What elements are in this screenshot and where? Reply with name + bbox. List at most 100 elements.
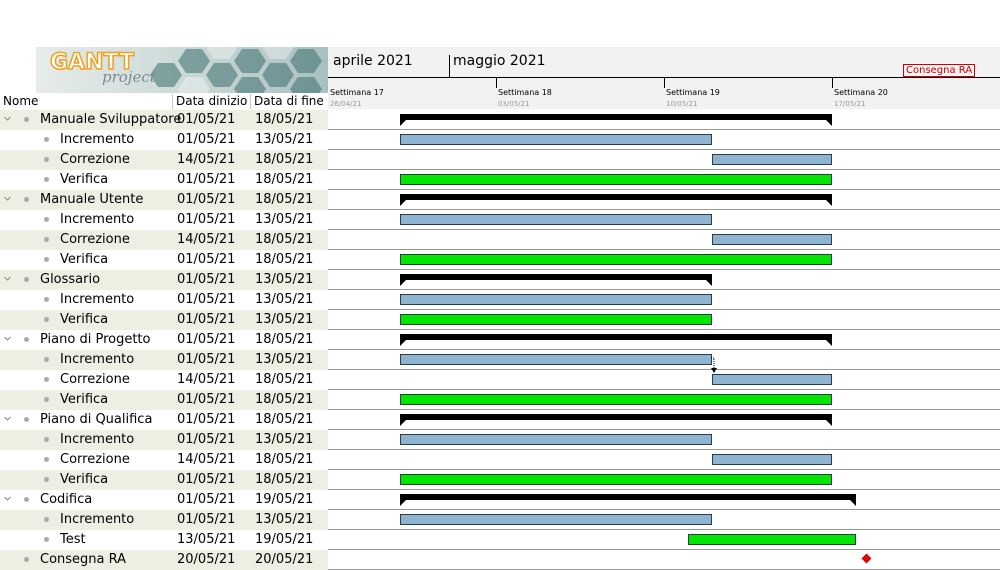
task-bar[interactable] [712, 234, 832, 245]
task-row[interactable]: Incremento 01/05/21 13/05/21 [0, 290, 328, 310]
task-name[interactable]: Incremento [60, 212, 135, 227]
task-row[interactable]: Correzione 14/05/21 18/05/21 [0, 150, 328, 170]
column-header-start[interactable]: Data dinizio [176, 94, 248, 108]
task-row[interactable]: Manuale Sviluppatore 01/05/21 18/05/21 [0, 110, 328, 130]
summary-bar[interactable] [400, 194, 832, 206]
task-start-date[interactable]: 01/05/21 [177, 172, 236, 187]
task-row[interactable]: Correzione 14/05/21 18/05/21 [0, 230, 328, 250]
task-end-date[interactable]: 19/05/21 [255, 492, 314, 507]
chevron-down-icon[interactable] [4, 195, 11, 202]
task-bar[interactable] [400, 434, 712, 445]
task-name[interactable]: Incremento [60, 432, 135, 447]
task-name[interactable]: Piano di Progetto [40, 332, 151, 347]
task-row[interactable]: Correzione 14/05/21 18/05/21 [0, 450, 328, 470]
summary-bar[interactable] [400, 274, 712, 286]
task-end-date[interactable]: 13/05/21 [255, 292, 314, 307]
task-name[interactable]: Incremento [60, 352, 135, 367]
task-name[interactable]: Codifica [40, 492, 93, 507]
task-row[interactable]: Piano di Progetto 01/05/21 18/05/21 [0, 330, 328, 350]
task-start-date[interactable]: 01/05/21 [177, 412, 236, 427]
task-start-date[interactable]: 14/05/21 [177, 232, 236, 247]
task-name[interactable]: Verifica [60, 252, 109, 267]
task-start-date[interactable]: 01/05/21 [177, 192, 236, 207]
task-bar[interactable] [712, 154, 832, 165]
chevron-down-icon[interactable] [4, 115, 11, 122]
task-row[interactable]: Verifica 01/05/21 18/05/21 [0, 390, 328, 410]
task-name[interactable]: Correzione [60, 232, 130, 247]
summary-bar[interactable] [400, 334, 832, 346]
task-start-date[interactable]: 01/05/21 [177, 352, 236, 367]
task-end-date[interactable]: 18/05/21 [255, 152, 314, 167]
task-start-date[interactable]: 01/05/21 [177, 432, 236, 447]
task-start-date[interactable]: 01/05/21 [177, 212, 236, 227]
task-end-date[interactable]: 13/05/21 [255, 212, 314, 227]
milestone-flag-label[interactable]: Consegna RA [903, 64, 976, 77]
task-row[interactable]: Incremento 01/05/21 13/05/21 [0, 510, 328, 530]
task-start-date[interactable]: 01/05/21 [177, 472, 236, 487]
task-name[interactable]: Correzione [60, 452, 130, 467]
task-end-date[interactable]: 18/05/21 [255, 452, 314, 467]
task-start-date[interactable]: 01/05/21 [177, 332, 236, 347]
task-name[interactable]: Manuale Utente [40, 192, 144, 207]
chevron-down-icon[interactable] [4, 275, 11, 282]
summary-bar[interactable] [400, 114, 832, 126]
task-end-date[interactable]: 18/05/21 [255, 392, 314, 407]
task-start-date[interactable]: 01/05/21 [177, 492, 236, 507]
chevron-down-icon[interactable] [4, 335, 11, 342]
task-end-date[interactable]: 18/05/21 [255, 412, 314, 427]
column-divider[interactable] [250, 94, 251, 109]
task-end-date[interactable]: 18/05/21 [255, 172, 314, 187]
task-start-date[interactable]: 01/05/21 [177, 272, 236, 287]
task-name[interactable]: Correzione [60, 372, 130, 387]
task-name[interactable]: Correzione [60, 152, 130, 167]
task-name[interactable]: Glossario [40, 272, 101, 287]
task-end-date[interactable]: 13/05/21 [255, 312, 314, 327]
gantt-chart-area[interactable] [328, 110, 1000, 570]
task-start-date[interactable]: 20/05/21 [177, 552, 236, 567]
task-end-date[interactable]: 13/05/21 [255, 132, 314, 147]
task-name[interactable]: Verifica [60, 472, 109, 487]
task-row[interactable]: Glossario 01/05/21 13/05/21 [0, 270, 328, 290]
summary-bar[interactable] [400, 414, 832, 426]
task-end-date[interactable]: 18/05/21 [255, 332, 314, 347]
task-end-date[interactable]: 18/05/21 [255, 112, 314, 127]
chevron-down-icon[interactable] [4, 495, 11, 502]
task-end-date[interactable]: 13/05/21 [255, 352, 314, 367]
task-name[interactable]: Verifica [60, 172, 109, 187]
task-name[interactable]: Test [60, 532, 86, 547]
task-bar[interactable] [400, 474, 832, 485]
task-start-date[interactable]: 14/05/21 [177, 372, 236, 387]
task-start-date[interactable]: 14/05/21 [177, 452, 236, 467]
task-row[interactable]: Piano di Qualifica 01/05/21 18/05/21 [0, 410, 328, 430]
task-row[interactable]: Incremento 01/05/21 13/05/21 [0, 210, 328, 230]
task-end-date[interactable]: 13/05/21 [255, 272, 314, 287]
task-end-date[interactable]: 19/05/21 [255, 532, 314, 547]
task-bar[interactable] [400, 514, 712, 525]
task-name[interactable]: Incremento [60, 132, 135, 147]
task-name[interactable]: Incremento [60, 292, 135, 307]
task-start-date[interactable]: 13/05/21 [177, 532, 236, 547]
task-start-date[interactable]: 01/05/21 [177, 132, 236, 147]
task-bar[interactable] [400, 314, 712, 325]
task-bar[interactable] [712, 374, 832, 385]
task-row[interactable]: Verifica 01/05/21 18/05/21 [0, 470, 328, 490]
task-start-date[interactable]: 01/05/21 [177, 112, 236, 127]
task-row[interactable]: Incremento 01/05/21 13/05/21 [0, 350, 328, 370]
task-bar[interactable] [400, 354, 712, 365]
task-bar[interactable] [400, 294, 712, 305]
task-end-date[interactable]: 13/05/21 [255, 432, 314, 447]
task-row[interactable]: Test 13/05/21 19/05/21 [0, 530, 328, 550]
task-start-date[interactable]: 01/05/21 [177, 392, 236, 407]
task-bar[interactable] [400, 174, 832, 185]
task-row[interactable]: Correzione 14/05/21 18/05/21 [0, 370, 328, 390]
task-row[interactable]: Verifica 01/05/21 18/05/21 [0, 170, 328, 190]
dependency-arrow-icon[interactable] [711, 356, 723, 378]
task-end-date[interactable]: 13/05/21 [255, 512, 314, 527]
task-end-date[interactable]: 18/05/21 [255, 252, 314, 267]
task-start-date[interactable]: 01/05/21 [177, 292, 236, 307]
task-name[interactable]: Consegna RA [40, 552, 127, 567]
task-bar[interactable] [400, 214, 712, 225]
chevron-down-icon[interactable] [4, 415, 11, 422]
summary-bar[interactable] [400, 494, 856, 506]
task-end-date[interactable]: 20/05/21 [255, 552, 314, 567]
